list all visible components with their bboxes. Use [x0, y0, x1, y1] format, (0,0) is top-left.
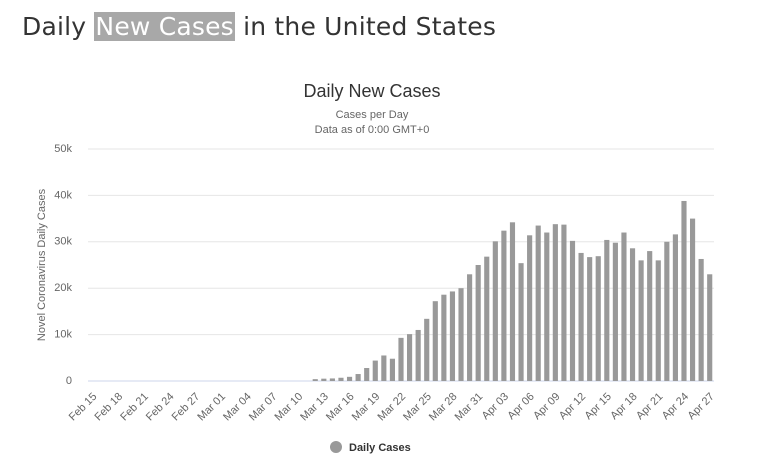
- bar: [578, 252, 584, 381]
- bar: [338, 377, 344, 381]
- chart-title: Daily New Cases: [303, 81, 440, 101]
- bar: [381, 355, 387, 381]
- bar: [355, 374, 361, 381]
- x-tick-label: Apr 03: [480, 391, 511, 422]
- y-tick-label: 10k: [54, 329, 72, 341]
- legend-symbol: [330, 441, 342, 453]
- page-heading: Daily New Cases in the United States: [22, 12, 496, 41]
- x-tick-label: Feb 21: [118, 391, 151, 424]
- bar: [364, 368, 370, 381]
- bar: [552, 224, 558, 381]
- bar: [492, 241, 498, 381]
- x-tick-label: Apr 18: [608, 391, 639, 422]
- y-tick-label: 40k: [54, 189, 72, 201]
- bar: [621, 232, 627, 381]
- bar: [595, 256, 601, 381]
- x-tick-label: Mar 25: [401, 391, 434, 424]
- y-tick-label: 20k: [54, 282, 72, 294]
- x-tick-label: Feb 18: [92, 391, 125, 424]
- bar: [432, 301, 438, 381]
- x-tick-label: Apr 12: [557, 391, 588, 422]
- bar: [544, 232, 550, 381]
- x-tick-label: Feb 27: [170, 391, 203, 424]
- bar: [629, 248, 636, 381]
- x-tick-label: Apr 09: [531, 391, 562, 422]
- bar: [449, 291, 456, 381]
- bar: [527, 235, 533, 381]
- bar: [346, 376, 353, 381]
- x-tick-label: Mar 04: [221, 391, 254, 424]
- bar: [321, 378, 327, 381]
- bar: [681, 200, 687, 381]
- heading-highlight: New Cases: [94, 12, 235, 41]
- bar: [647, 251, 653, 381]
- bar: [655, 260, 661, 381]
- x-tick-label: Mar 31: [453, 391, 486, 424]
- bar: [407, 334, 413, 381]
- chart-subtitle: Cases per Day: [336, 109, 409, 121]
- x-tick-label: Apr 27: [685, 391, 716, 422]
- bar: [372, 360, 378, 381]
- bar: [612, 242, 618, 381]
- bar: [312, 379, 318, 381]
- x-tick-label: Mar 07: [247, 391, 280, 424]
- x-tick-label: Mar 19: [350, 391, 383, 424]
- x-tick-label: Apr 21: [634, 391, 665, 422]
- bar: [698, 258, 704, 381]
- bar: [475, 265, 481, 381]
- bar: [535, 225, 541, 381]
- y-tick-label: 0: [66, 375, 72, 387]
- chart-note: Data as of 0:00 GMT+0: [315, 124, 430, 136]
- x-tick-label: Apr 24: [660, 391, 691, 422]
- x-tick-label: Apr 15: [583, 391, 614, 422]
- bar: [707, 274, 713, 381]
- x-tick-label: Mar 22: [375, 391, 408, 424]
- heading-text: Daily: [22, 12, 87, 41]
- x-tick-label: Mar 01: [195, 391, 228, 424]
- x-tick-label: Feb 15: [67, 391, 100, 424]
- bar: [638, 260, 644, 381]
- x-tick-label: Feb 24: [144, 391, 177, 424]
- x-tick-label: Mar 28: [427, 391, 460, 424]
- bar: [484, 256, 490, 381]
- bar: [501, 230, 507, 381]
- bar: [398, 337, 404, 381]
- y-tick-label: 30k: [54, 236, 72, 248]
- x-tick-label: Apr 06: [505, 391, 536, 422]
- bar: [329, 378, 335, 381]
- y-tick-label: 50k: [54, 143, 72, 155]
- bar: [604, 239, 610, 381]
- legend-label: Daily Cases: [349, 442, 411, 454]
- bar: [467, 274, 473, 381]
- x-tick-label: Mar 13: [298, 391, 331, 424]
- bar: [415, 329, 421, 381]
- x-tick-label: Mar 10: [273, 391, 306, 424]
- y-axis-label: Novel Coronavirus Daily Cases: [36, 188, 48, 341]
- bar: [561, 224, 567, 381]
- bar: [518, 263, 524, 381]
- bar: [672, 234, 678, 381]
- bar: [458, 288, 464, 381]
- bar: [424, 318, 430, 381]
- bar: [441, 294, 447, 381]
- bar: [389, 358, 395, 381]
- x-tick-label: Mar 16: [324, 391, 357, 424]
- bar: [587, 257, 593, 381]
- bar: [664, 241, 670, 381]
- heading-text: in the United States: [243, 12, 497, 41]
- bar: [689, 218, 696, 381]
- bar: [569, 240, 576, 381]
- bar: [509, 222, 516, 381]
